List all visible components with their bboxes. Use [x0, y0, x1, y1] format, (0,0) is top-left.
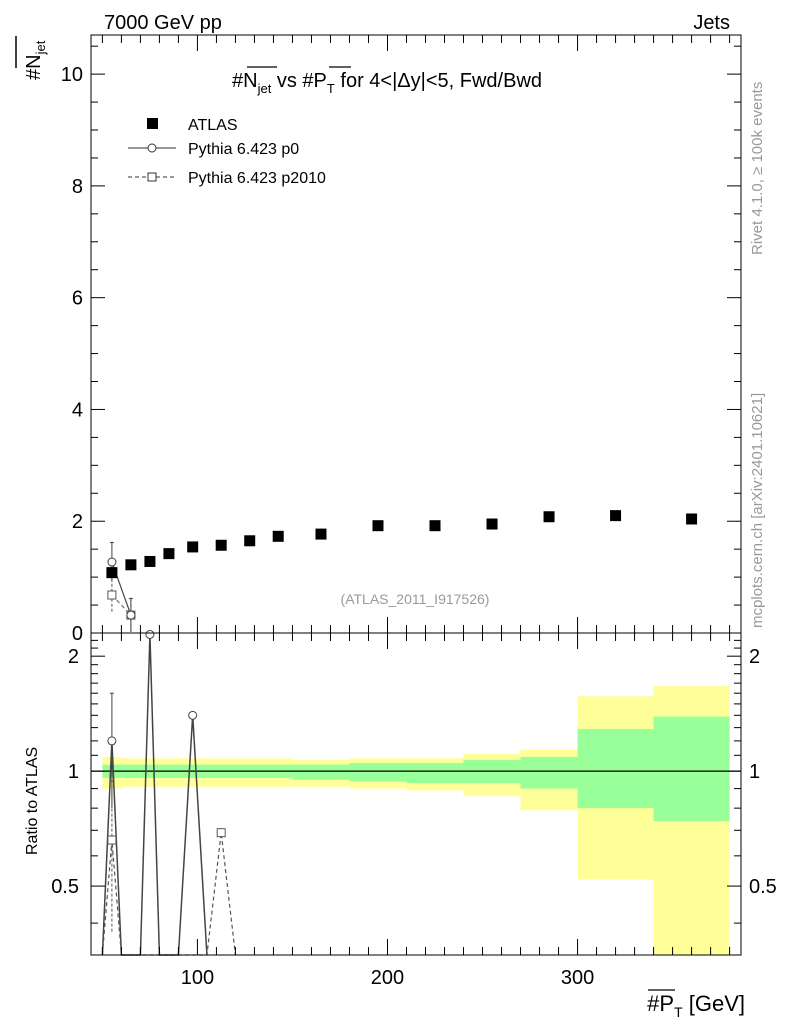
xlabel-sub: T — [674, 1004, 683, 1020]
atlas-point — [125, 559, 137, 571]
main-ytick-label: 0 — [72, 623, 83, 645]
energy-label: 7000 GeV pp — [104, 12, 222, 34]
main-ylabel: #Njet — [23, 40, 48, 80]
p0-point — [107, 557, 117, 567]
atlas-point — [543, 511, 555, 523]
mcplots-label: mcplots.cern.ch [arXiv:2401.10621] — [749, 393, 766, 628]
atlas-point — [315, 528, 327, 540]
ratio-p2010-point — [216, 828, 226, 838]
title-sub-a: jet — [257, 81, 272, 96]
ratio-ticks: 0.5 0.5 1 1 2 2 100 200 300 — [51, 633, 777, 989]
legend-label-atlas: ATLAS — [188, 117, 238, 134]
atlas-point — [215, 539, 227, 551]
atlas-point — [187, 541, 199, 553]
legend-label-p2010: Pythia 6.423 p2010 — [188, 170, 326, 187]
ratio-ylabel: Ratio to ATLAS — [24, 747, 41, 855]
svg-text:#Njet vs #PT for 4<|Δy|<5, Fwd: #Njet vs #PT for 4<|Δy|<5, Fwd/Bwd — [232, 70, 542, 96]
ratio-p2010-line — [101, 832, 237, 956]
atlas-point — [429, 520, 441, 532]
ratio-p0-point — [188, 710, 198, 720]
main-series — [106, 510, 698, 632]
ratio-band-green — [577, 728, 654, 809]
ratio-xtick-label: 200 — [371, 967, 404, 989]
ratio-xtick-label: 100 — [181, 967, 214, 989]
title-part-a: #N — [232, 70, 258, 92]
main-ytick-label: 2 — [72, 511, 83, 533]
ylabel-main: #N — [23, 54, 45, 80]
legend-marker-p0 — [147, 143, 157, 153]
ratio-series — [101, 629, 237, 956]
ratio-band-green — [406, 763, 464, 784]
ratio-band-green — [653, 716, 730, 822]
main-ytick-label: 6 — [72, 288, 83, 310]
ratio-p0-point — [107, 736, 117, 746]
title-sub-b: T — [327, 81, 335, 96]
ratio-p0-point — [145, 629, 155, 639]
main-ytick-label: 10 — [61, 64, 83, 86]
category-label: Jets — [693, 12, 730, 34]
ratio-band-green — [520, 756, 578, 789]
ratio-ytick-label: 2 — [68, 646, 79, 668]
xlabel-unit: [GeV] — [683, 991, 745, 1016]
main-ytick-label: 4 — [72, 399, 83, 421]
svg-text:#PT [GeV]: #PT [GeV] — [647, 991, 745, 1020]
main-ytick-label: 8 — [72, 176, 83, 198]
ratio-ytick-label-right: 2 — [749, 646, 760, 668]
p2010-point — [107, 590, 117, 600]
legend: ATLAS Pythia 6.423 p0 Pythia 6.423 p2010 — [128, 117, 326, 187]
ratio-ytick-label: 0.5 — [51, 876, 79, 898]
ratio-p2010-point — [107, 835, 117, 845]
ratio-frame — [90, 632, 742, 956]
xlabel: #PT [GeV] — [647, 989, 745, 1020]
svg-text:#Njet: #Njet — [23, 40, 48, 80]
xlabel-main: #P — [647, 991, 674, 1016]
atlas-point — [163, 548, 175, 560]
atlas-point — [686, 513, 698, 525]
title-part-c: for 4<|Δy|<5, Fwd/Bwd — [335, 70, 542, 92]
rivet-label: Rivet 4.1.0, ≥ 100k events — [749, 82, 766, 255]
atlas-point — [244, 535, 256, 547]
ratio-p0-line — [101, 634, 208, 956]
atlas-point — [144, 555, 156, 567]
ratio-ytick-label: 1 — [68, 761, 79, 783]
title-part-b: vs #P — [271, 70, 327, 92]
p0-point — [126, 610, 136, 620]
atlas-point — [272, 530, 284, 542]
ratio-panel: 0.5 0.5 1 1 2 2 100 200 300 — [51, 629, 777, 989]
main-title: #Njet vs #PT for 4<|Δy|<5, Fwd/Bwd — [232, 66, 542, 96]
legend-marker-p2010 — [147, 172, 157, 182]
atlas-point — [372, 520, 384, 532]
ratio-bands — [102, 686, 730, 955]
legend-marker-atlas — [147, 118, 158, 129]
main-ticks: 0 2 4 6 8 10 — [61, 35, 741, 645]
ratio-band-green — [349, 763, 407, 782]
main-watermark: (ATLAS_2011_I917526) — [341, 591, 490, 607]
atlas-point — [486, 518, 498, 530]
ratio-xtick-label: 300 — [561, 967, 594, 989]
ratio-ytick-label-right: 1 — [749, 761, 760, 783]
legend-label-p0: Pythia 6.423 p0 — [188, 141, 299, 158]
atlas-point — [610, 510, 622, 522]
ratio-ytick-label-right: 0.5 — [749, 876, 777, 898]
main-panel: (ATLAS_2011_I917526) 0 2 4 6 8 10 #Njet vs #P… — [61, 34, 742, 645]
ylabel-sub: jet — [33, 40, 48, 55]
ratio-band-green — [292, 764, 350, 780]
atlas-point — [106, 567, 118, 579]
